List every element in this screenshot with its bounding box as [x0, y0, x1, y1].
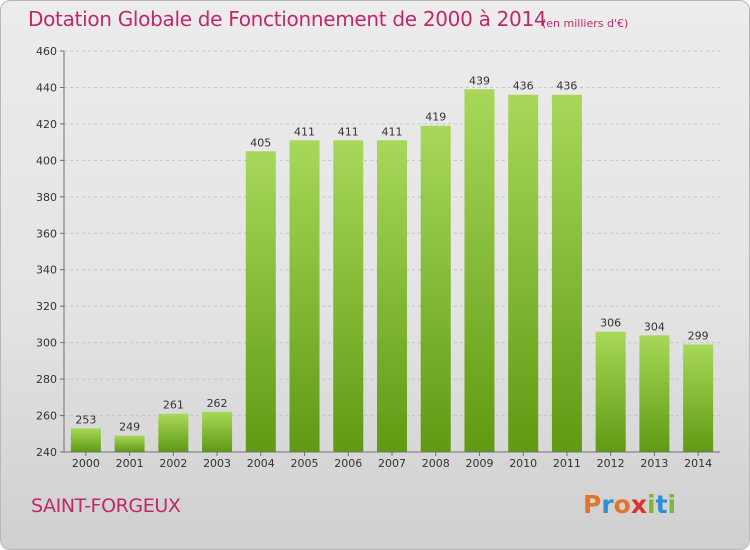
- y-tick-label: 300: [36, 337, 57, 350]
- y-tick-label: 240: [36, 446, 57, 459]
- x-tick-label: 2000: [72, 457, 100, 470]
- logo-letter: r: [601, 490, 614, 519]
- bar-value-label: 261: [163, 399, 184, 412]
- y-tick-label: 440: [36, 81, 57, 94]
- logo-letter: i: [647, 490, 656, 519]
- bar: [464, 89, 495, 452]
- bar: [508, 94, 539, 452]
- y-tick-label: 420: [36, 118, 57, 131]
- x-tick-label: 2007: [378, 457, 406, 470]
- bar: [551, 94, 582, 452]
- bar-value-label: 419: [425, 111, 446, 124]
- bar: [158, 413, 189, 452]
- bar-value-label: 411: [338, 125, 359, 138]
- y-tick-label: 400: [36, 154, 57, 167]
- bar: [70, 428, 101, 452]
- x-tick-label: 2014: [684, 457, 712, 470]
- bar: [639, 335, 670, 452]
- bar-value-label: 436: [513, 80, 534, 93]
- bar-value-label: 253: [75, 413, 96, 426]
- logo-letter: t: [655, 490, 668, 519]
- x-tick-label: 2005: [291, 457, 319, 470]
- unit-label: (en milliers d'€): [542, 17, 629, 30]
- bar-value-label: 436: [556, 80, 577, 93]
- bar: [114, 435, 145, 452]
- proxiti-logo: Proxiti: [583, 490, 676, 519]
- bar: [420, 125, 451, 453]
- x-tick-label: 2008: [422, 457, 450, 470]
- bar-value-label: 411: [294, 125, 315, 138]
- logo-letter: i: [667, 490, 677, 519]
- y-tick-label: 380: [36, 191, 57, 204]
- bar: [202, 411, 233, 452]
- logo-letter: x: [630, 490, 647, 519]
- bar-value-label: 411: [382, 125, 403, 138]
- bar-value-label: 299: [688, 329, 709, 342]
- y-tick-label: 260: [36, 410, 57, 423]
- y-tick-label: 360: [36, 227, 57, 240]
- x-tick-label: 2012: [597, 457, 625, 470]
- x-tick-label: 2006: [334, 457, 362, 470]
- bar-value-label: 262: [207, 397, 228, 410]
- x-tick-label: 2011: [553, 457, 581, 470]
- bar: [377, 140, 407, 452]
- logo-letter: o: [613, 490, 631, 519]
- x-tick-label: 2001: [116, 457, 144, 470]
- y-tick-label: 320: [36, 300, 57, 313]
- bar-value-label: 439: [469, 74, 490, 87]
- bar: [245, 151, 276, 452]
- y-tick-label: 280: [36, 373, 57, 386]
- x-tick-label: 2010: [509, 457, 537, 470]
- y-tick-label: 340: [36, 264, 57, 277]
- bar: [683, 344, 714, 452]
- y-tick-label: 460: [36, 45, 57, 58]
- bar: [333, 140, 364, 452]
- logo-letter: P: [583, 490, 602, 519]
- x-tick-label: 2004: [247, 457, 275, 470]
- bar-value-label: 405: [250, 136, 271, 149]
- x-tick-label: 2003: [203, 457, 231, 470]
- bar-value-label: 306: [600, 317, 621, 330]
- bar: [595, 331, 626, 452]
- bar-value-label: 249: [119, 421, 140, 434]
- bar-value-label: 304: [644, 320, 665, 333]
- x-tick-label: 2002: [159, 457, 187, 470]
- bar: [289, 140, 320, 452]
- x-tick-label: 2013: [640, 457, 668, 470]
- x-tick-label: 2009: [465, 457, 493, 470]
- commune-name: SAINT-FORGEUX: [31, 495, 181, 517]
- chart-title: Dotation Globale de Fonctionnement de 20…: [28, 7, 547, 31]
